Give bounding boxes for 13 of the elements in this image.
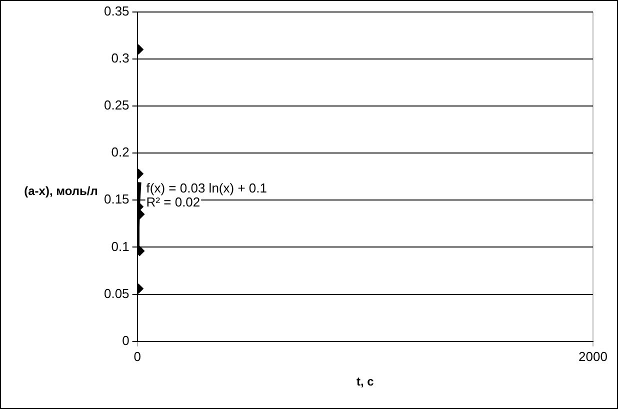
y-tick-label: 0.35 [104, 3, 130, 18]
y-tick-label: 0.1 [111, 238, 130, 254]
x-tick-label: 2000 [578, 348, 608, 364]
annotation: R² = 0.02 [146, 194, 200, 210]
y-tick-label: 0 [122, 332, 130, 348]
y-tick-label: 0.05 [104, 286, 130, 301]
x-axis-title: t, с [356, 374, 374, 388]
y-tick-label: 0.3 [111, 50, 130, 66]
y-tick-label: 0.25 [104, 98, 130, 113]
y-tick-label: 0.2 [111, 144, 130, 160]
y-axis-title: (a-x), моль/л [24, 184, 98, 198]
annotation: f(x) = 0.03 ln(x) + 0.1 [146, 180, 267, 196]
y-tick-label: 0.15 [104, 192, 130, 207]
